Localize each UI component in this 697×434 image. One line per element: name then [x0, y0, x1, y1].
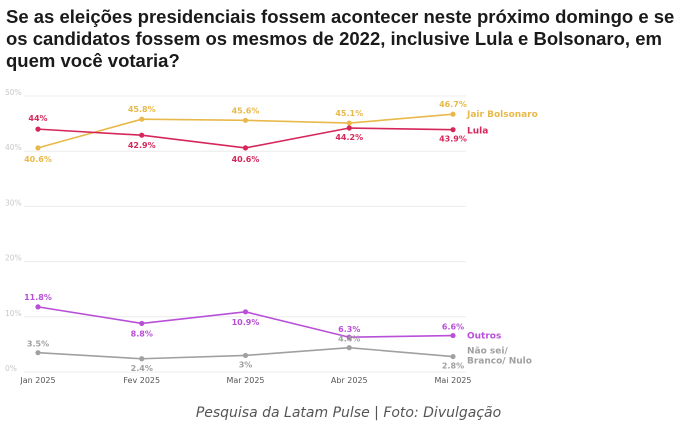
- data-label: 44%: [28, 114, 47, 123]
- data-label: 44.2%: [335, 133, 363, 142]
- data-label: 45.8%: [128, 105, 156, 114]
- x-tick-label: Abr 2025: [331, 376, 368, 385]
- data-point: [242, 309, 249, 315]
- photo-caption: Pesquisa da Latam Pulse | Foto: Divulgaç…: [195, 405, 502, 421]
- data-point: [346, 334, 352, 340]
- data-point: [35, 350, 41, 356]
- y-tick-label: 20%: [5, 254, 22, 263]
- data-point: [242, 352, 249, 359]
- data-label: 3%: [239, 360, 253, 369]
- y-tick-label: 50%: [5, 88, 22, 97]
- data-label: 45.6%: [232, 106, 260, 115]
- y-tick-label: 10%: [5, 309, 22, 318]
- data-label: 8.8%: [131, 329, 153, 338]
- data-label: 3.5%: [27, 340, 49, 349]
- data-point: [139, 356, 145, 362]
- data-label: 10.9%: [232, 318, 260, 327]
- series-label: Outros: [467, 332, 501, 342]
- y-tick-label: 40%: [5, 143, 22, 152]
- data-point: [242, 117, 249, 123]
- data-point: [139, 132, 145, 138]
- data-point: [35, 126, 41, 132]
- series-label: Branco/ Nulo: [467, 357, 532, 367]
- line-chart: 0% 10% 20% 30% 40% 50% Jan 2025 Fev 2025 Mar 202…: [5, 88, 538, 385]
- x-tick-label: Mar 2025: [227, 376, 265, 385]
- data-label: 46.7%: [439, 100, 467, 109]
- series-label: Lula: [467, 127, 488, 137]
- data-point: [450, 332, 456, 339]
- x-tick-label: Fev 2025: [123, 376, 160, 385]
- data-point: [346, 120, 352, 126]
- data-point: [450, 353, 456, 360]
- data-label: 2.8%: [442, 362, 464, 371]
- data-point: [139, 116, 145, 122]
- series-label: Jair Bolsonaro: [466, 110, 538, 120]
- data-label: 40.6%: [232, 155, 260, 164]
- data-point: [346, 125, 352, 131]
- y-tick-label: 30%: [5, 198, 22, 207]
- x-tick-label: Jan 2025: [19, 376, 55, 385]
- data-label: 40.6%: [24, 155, 52, 164]
- data-label: 6.6%: [442, 323, 464, 332]
- data-label: 43.9%: [439, 135, 467, 144]
- data-point: [139, 320, 145, 327]
- chart-title: Se as eleições presidenciais fossem acon…: [6, 6, 675, 71]
- data-point: [242, 145, 249, 151]
- data-point: [35, 145, 41, 151]
- y-tick-label: 0%: [5, 364, 17, 373]
- data-label: 2.4%: [131, 364, 153, 373]
- data-point: [346, 345, 352, 351]
- data-label: 45.1%: [335, 109, 363, 118]
- data-label: 42.9%: [128, 141, 156, 150]
- x-tick-label: Mai 2025: [435, 376, 472, 385]
- data-point: [35, 304, 41, 310]
- data-point: [450, 127, 456, 133]
- series-label: Não sei/: [467, 347, 508, 357]
- data-label: 4.4%: [338, 335, 360, 344]
- data-label: 6.3%: [338, 325, 360, 334]
- data-point: [450, 111, 456, 117]
- data-label: 11.8%: [24, 293, 52, 302]
